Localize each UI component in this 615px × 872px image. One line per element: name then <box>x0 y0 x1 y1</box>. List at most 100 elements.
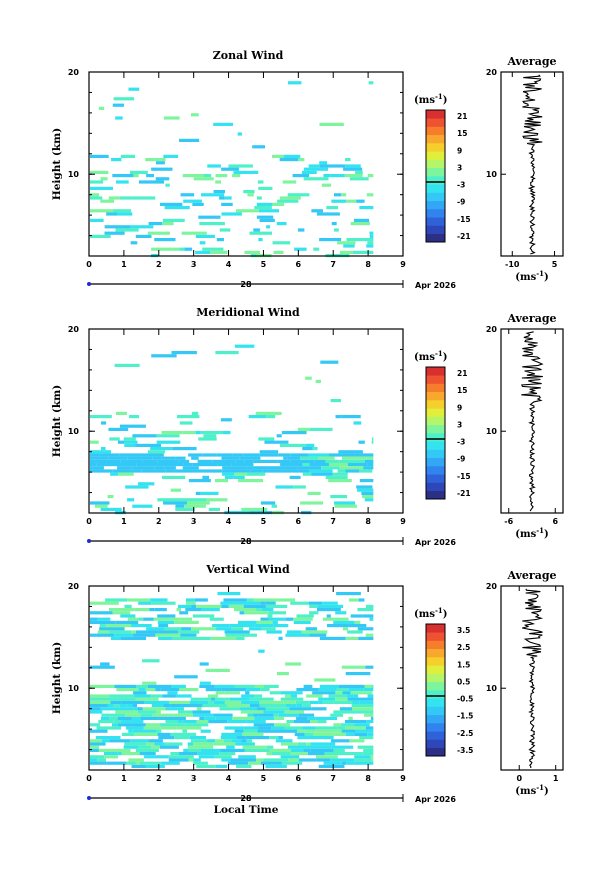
heatmap-cell <box>100 507 122 511</box>
heatmap-cell <box>353 421 362 425</box>
colorbar-unit: (ms-1) <box>414 349 447 363</box>
heatmap-cell <box>224 700 242 704</box>
y-tick-label: 20 <box>68 68 80 77</box>
heatmap-cell <box>309 633 327 637</box>
x-tick-label: 8 <box>365 774 371 783</box>
heatmap-cell <box>210 697 216 701</box>
heatmap-cell <box>293 620 311 624</box>
heatmap-cell <box>305 376 312 380</box>
heatmap-cell <box>368 81 374 85</box>
heatmap-cell <box>90 601 111 605</box>
average-unit: (ms-1) <box>515 526 548 540</box>
heatmap-cell <box>199 716 205 720</box>
heatmap-cell <box>308 453 330 457</box>
heatmap-cell <box>131 624 152 628</box>
heatmap-cell <box>112 723 118 727</box>
heatmap-cell <box>284 726 303 730</box>
heatmap-cell <box>139 752 156 756</box>
colorbar-segment <box>426 134 445 144</box>
heatmap-cell <box>310 736 334 740</box>
heatmap-cell <box>366 193 374 197</box>
heatmap-cell <box>281 761 303 765</box>
heatmap-cell <box>222 472 235 476</box>
heatmap-cell <box>207 164 221 168</box>
heatmap-cell <box>182 431 196 435</box>
heatmap-cell <box>133 174 139 178</box>
y-tick-label: 10 <box>68 170 80 179</box>
heatmap-cell <box>229 624 255 628</box>
heatmap-cell <box>239 456 261 460</box>
heatmap-cell <box>311 209 323 213</box>
heatmap-cell <box>120 459 143 463</box>
heatmap-cell <box>112 174 134 178</box>
heatmap-cell <box>112 469 134 473</box>
heatmap-cell <box>219 228 231 232</box>
heatmap-cell <box>214 755 232 759</box>
heatmap-cell <box>342 627 349 631</box>
heatmap-cell <box>90 704 108 708</box>
heatmap-cell <box>260 688 270 692</box>
average-title: Average <box>506 312 556 325</box>
avg-x-tick-label: -10 <box>505 260 520 269</box>
colorbar-segment <box>426 457 445 467</box>
colorbar-tick-label: -0.5 <box>457 695 473 704</box>
heatmap-cell <box>132 729 157 733</box>
heatmap-cell <box>100 199 115 203</box>
heatmap-cell <box>110 697 118 701</box>
heatmap-cell <box>364 459 374 463</box>
avg-y-tick-label: 20 <box>486 325 498 334</box>
heatmap-cell <box>358 440 365 444</box>
heatmap-cell <box>354 620 361 624</box>
heatmap-cell <box>174 620 199 624</box>
heatmap-cell <box>310 742 336 746</box>
heatmap-cell <box>259 704 286 708</box>
heatmap-cell <box>97 758 107 762</box>
heatmap-cell <box>168 688 180 692</box>
heatmap-cell <box>127 498 135 502</box>
heatmap-cell <box>272 620 278 624</box>
heatmap-cell <box>144 700 170 704</box>
colorbar-segment <box>426 648 445 658</box>
heatmap-cell <box>249 697 274 701</box>
heatmap-cell <box>302 726 316 730</box>
heatmap-cell <box>120 636 147 640</box>
heatmap-cell <box>354 723 370 727</box>
heatmap-cell <box>281 431 307 435</box>
heatmap-cell <box>117 463 137 467</box>
heatmap-cell <box>98 106 105 110</box>
heatmap-cell <box>274 716 285 720</box>
heatmap-cell <box>362 495 374 499</box>
heatmap-cell <box>243 729 258 733</box>
y-tick-label: 20 <box>68 325 80 334</box>
average-frame <box>500 328 564 514</box>
heatmap-cell <box>189 700 199 704</box>
heatmap-cell <box>243 453 260 457</box>
heatmap-cell <box>165 183 170 187</box>
day-label: 28 <box>240 280 252 289</box>
heatmap-cell <box>358 598 365 602</box>
heatmap-cell <box>223 739 233 743</box>
heatmap-cell <box>202 453 217 457</box>
x-tick-label: 9 <box>400 260 406 269</box>
day-label: 28 <box>240 794 252 803</box>
heatmap-cell <box>116 598 128 602</box>
heatmap-cell <box>96 633 115 637</box>
heatmap-cell <box>171 351 197 355</box>
heatmap-cell <box>237 132 242 136</box>
heatmap-cell <box>164 466 176 470</box>
colorbar-segment <box>426 126 445 136</box>
heatmap-cell <box>106 761 126 765</box>
heatmap-cell <box>358 636 374 640</box>
heatmap-cell <box>163 704 171 708</box>
heatmap-cell <box>158 630 179 634</box>
heatmap-cell <box>252 145 265 149</box>
heatmap-cell <box>339 707 353 711</box>
heatmap-cell <box>125 726 144 730</box>
heatmap-cell <box>183 199 202 203</box>
heatmap-cell <box>90 459 95 463</box>
heatmap-cell <box>269 748 291 752</box>
heatmap-cell <box>357 745 374 749</box>
heatmap-cell <box>319 684 339 688</box>
heatmap-cell <box>161 456 176 460</box>
average-title: Average <box>506 569 556 582</box>
